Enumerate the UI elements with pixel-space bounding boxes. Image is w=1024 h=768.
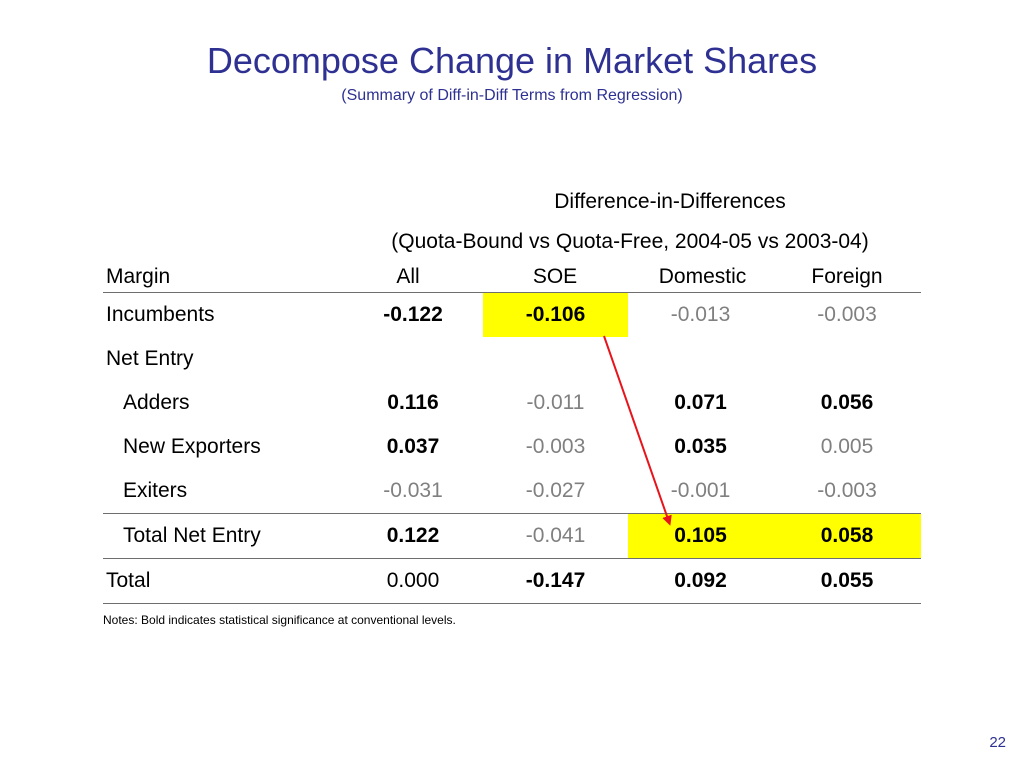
- cell-foreign: 0.058: [773, 513, 921, 559]
- cell-foreign: -0.003: [773, 292, 921, 337]
- row-label: Incumbents: [103, 292, 343, 337]
- row-label: Total: [103, 558, 343, 604]
- results-table: Incumbents -0.122 -0.106 -0.013 -0.003 Net En…: [103, 292, 921, 604]
- cell-domestic: [628, 337, 773, 381]
- row-label: Total Net Entry: [103, 513, 343, 559]
- slide-subtitle: (Summary of Diff-in-Diff Terms from Regr…: [341, 87, 683, 104]
- cell-domestic: -0.013: [628, 292, 773, 337]
- row-label: Adders: [123, 391, 190, 414]
- cell-soe: -0.041: [483, 513, 628, 559]
- table-row: Exiters -0.031 -0.027 -0.001 -0.003: [103, 469, 921, 514]
- slide-title: Decompose Change in Market Shares: [206, 40, 818, 81]
- results-table-body: Incumbents -0.122 -0.106 -0.013 -0.003 Net En…: [103, 292, 921, 604]
- table-row: Total 0.000 -0.147 0.092 0.055: [103, 558, 921, 604]
- cell-all: 0.000: [343, 558, 483, 604]
- table-row: Total Net Entry 0.122 -0.041 0.105 0.058: [103, 513, 921, 559]
- cell-soe: -0.027: [525, 479, 586, 502]
- group-header-line1: Difference-in-Differences: [554, 190, 786, 213]
- cell-soe: -0.106: [483, 292, 628, 337]
- cell-all: 0.116: [387, 391, 439, 414]
- cell-foreign: 0.005: [820, 435, 874, 458]
- cell-foreign: 0.055: [773, 558, 921, 604]
- cell-all: [343, 337, 483, 381]
- table-row: Incumbents -0.122 -0.106 -0.013 -0.003: [103, 292, 921, 337]
- cell-foreign: 0.056: [820, 391, 874, 414]
- table-notes: Notes: Bold indicates statistical signif…: [103, 613, 456, 627]
- row-label: Net Entry: [106, 347, 194, 370]
- table-row: New Exporters 0.037 -0.003 0.035 0.005: [103, 425, 921, 469]
- column-header-domestic: Domestic: [658, 265, 747, 288]
- cell-soe: -0.011: [526, 391, 585, 414]
- cell-all: 0.037: [386, 435, 440, 458]
- column-header-foreign: Foreign: [811, 265, 883, 288]
- cell-all: -0.122: [343, 292, 483, 337]
- row-label: Exiters: [123, 479, 188, 502]
- cell-domestic: 0.092: [628, 558, 773, 604]
- row-label: New Exporters: [123, 435, 261, 458]
- column-header-all: All: [396, 265, 420, 288]
- page-number: 22: [989, 734, 1006, 751]
- cell-domestic: 0.105: [628, 513, 773, 559]
- cell-foreign: -0.003: [817, 479, 877, 502]
- table-row: Adders 0.116 -0.011 0.071 0.056: [103, 381, 921, 425]
- cell-soe: -0.003: [525, 435, 586, 458]
- group-header-line2: (Quota-Bound vs Quota-Free, 2004-05 vs 2…: [391, 230, 869, 253]
- cell-soe: [483, 337, 628, 381]
- cell-domestic: 0.035: [674, 435, 727, 458]
- cell-foreign: [773, 337, 921, 381]
- cell-domestic: 0.071: [674, 391, 727, 414]
- cell-all: -0.031: [383, 479, 443, 502]
- cell-domestic: -0.001: [670, 479, 731, 502]
- column-header-soe: SOE: [532, 265, 578, 288]
- cell-soe: -0.147: [483, 558, 628, 604]
- cell-all: 0.122: [343, 513, 483, 559]
- table-row: Net Entry: [103, 337, 921, 381]
- column-header-margin: Margin: [106, 265, 171, 288]
